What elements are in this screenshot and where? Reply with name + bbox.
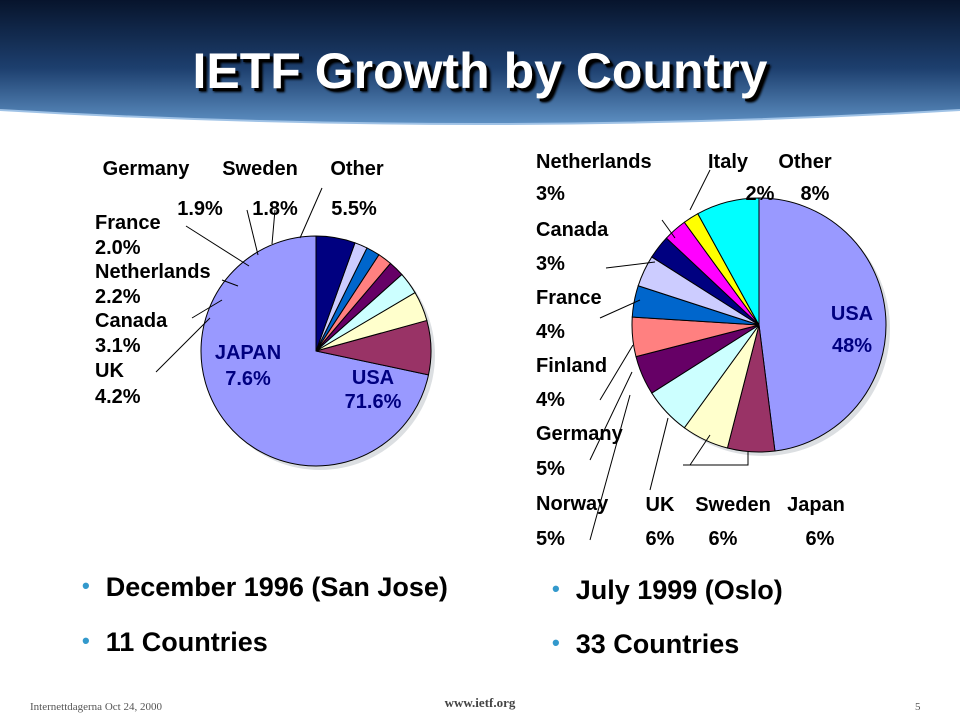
- bullet-text: July 1999 (Oslo): [575, 575, 783, 605]
- slice-name-label: France: [536, 287, 602, 309]
- slice-value-label: 4%: [536, 321, 565, 343]
- pie-slice-other: [315, 235, 356, 352]
- slice-name-label: Canada: [95, 310, 168, 332]
- slice-name-label: Other: [778, 151, 832, 173]
- slice-name-label: UK: [95, 360, 124, 382]
- slice-name-label: Netherlands: [536, 151, 652, 173]
- slice-name-label: Sweden: [695, 494, 771, 516]
- footer-event: Internettdagerna Oct 24, 2000: [30, 701, 162, 713]
- slice-value-label: 6%: [646, 528, 675, 550]
- bullet-item: • December 1996 (San Jose): [82, 572, 448, 603]
- leader-line-germany: [589, 371, 633, 461]
- bullet-dot-icon: •: [82, 628, 90, 653]
- leader-line-france: [185, 225, 250, 267]
- slice-name-label: Netherlands: [95, 261, 211, 283]
- slice-value-label: 2%: [746, 183, 775, 205]
- leader-line-netherlands: [661, 219, 676, 239]
- pie-slice-usa: [758, 197, 887, 452]
- slice-value-label: 8%: [801, 183, 830, 205]
- bullet-dot-icon: •: [82, 573, 90, 598]
- slice-value-label: 4%: [536, 389, 565, 411]
- slice-value-label: 1.9%: [177, 198, 223, 220]
- slice-value-label: 6%: [709, 528, 738, 550]
- slice-value-label: 3%: [536, 183, 565, 205]
- slice-value-label: 4.2%: [95, 386, 141, 408]
- leader-line-finland: [599, 344, 634, 401]
- slice-value-label: 5%: [536, 458, 565, 480]
- slice-name-label: Canada: [536, 219, 609, 241]
- leader-line-sweden: [689, 434, 711, 466]
- slice-value-label: 2.0%: [95, 237, 141, 259]
- slice-value-label: 3.1%: [95, 335, 141, 357]
- leader-line-italy: [689, 169, 711, 211]
- slice-name-label: Italy: [708, 151, 749, 173]
- leader-line-uk: [155, 317, 211, 373]
- leader-line-canada: [191, 299, 223, 319]
- slice-value-label: 5.5%: [331, 198, 377, 220]
- slice-value-label: 5%: [536, 528, 565, 550]
- slice-name-label: Norway: [536, 493, 609, 515]
- leader-line-norway: [589, 394, 631, 541]
- slice-name-label: Sweden: [222, 158, 298, 180]
- slice-name-label: JAPAN: [215, 342, 281, 364]
- slice-name-label: UK: [646, 494, 675, 516]
- slice-name-label: France: [95, 212, 161, 234]
- bullet-item: • 33 Countries: [552, 629, 739, 660]
- slice-name-label: Japan: [787, 494, 845, 516]
- leader-line-france: [599, 299, 641, 319]
- slice-value-label: 2.2%: [95, 286, 141, 308]
- slice-name-label: Germany: [536, 423, 624, 445]
- bullet-text: 33 Countries: [575, 629, 740, 659]
- slice-value-label: 7.6%: [225, 368, 271, 390]
- slice-value-label: 48%: [832, 335, 872, 357]
- slide-title: IETF Growth by Country: [192, 43, 768, 99]
- slice-value-label: 1.8%: [252, 198, 298, 220]
- bullet-text: 11 Countries: [105, 627, 268, 657]
- slice-value-label: 3%: [536, 253, 565, 275]
- leader-line-sweden: [271, 209, 276, 245]
- slice-name-label: USA: [352, 367, 394, 389]
- pie-slice-usa: [200, 235, 430, 467]
- slice-value-label: 6%: [806, 528, 835, 550]
- bullet-dot-icon: •: [552, 630, 560, 655]
- slice-name-label: Finland: [536, 355, 607, 377]
- bullet-item: • 11 Countries: [82, 627, 268, 658]
- slice-value-label: 71.6%: [345, 391, 402, 413]
- leader-line-canada: [605, 261, 656, 269]
- bullet-text: December 1996 (San Jose): [105, 572, 448, 602]
- leader-line-other: [299, 187, 323, 239]
- slice-name-label: Other: [330, 158, 384, 180]
- pie-slice-other: [697, 197, 760, 326]
- leader-line-netherlands: [221, 279, 239, 287]
- leader-line-germany: [246, 209, 259, 256]
- bullet-dot-icon: •: [552, 576, 560, 601]
- bullet-item: • July 1999 (Oslo): [552, 575, 783, 606]
- leader-line-uk: [649, 417, 669, 491]
- pie-chart-1999: USA 48% Japan 6% Sweden 6% UK 6% Norway 5% Germany…: [536, 151, 890, 550]
- slice-name-label: Germany: [103, 158, 191, 180]
- footer-url: www.ietf.org: [444, 695, 516, 710]
- slice-name-label: USA: [831, 303, 873, 325]
- leader-line-japan: [683, 452, 749, 466]
- header-banner: [0, 0, 960, 125]
- page-number: 5: [915, 701, 921, 713]
